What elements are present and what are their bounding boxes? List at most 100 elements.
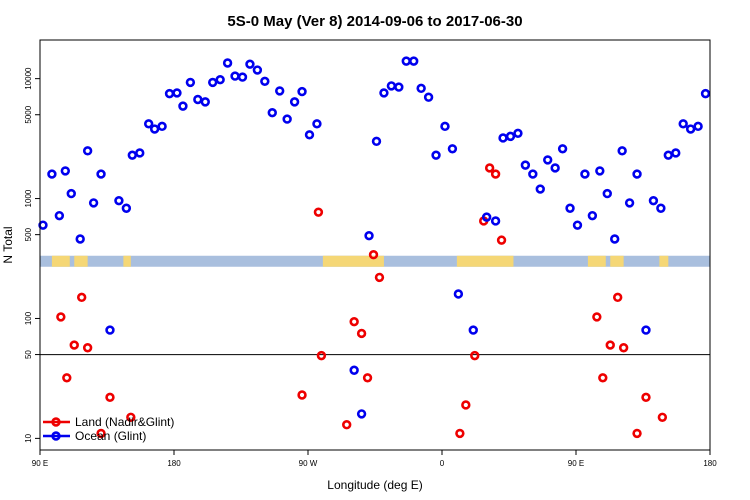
ocean-point: [82, 146, 93, 156]
ocean-point: [208, 77, 218, 88]
ocean-point: [96, 169, 106, 179]
ocean-point: [304, 130, 315, 140]
land-point: [96, 428, 106, 439]
ocean-point: [520, 160, 531, 170]
legend-swatch-marker: [51, 417, 61, 427]
ocean-point: [700, 88, 711, 99]
ocean-point: [114, 195, 124, 206]
land-band: [40, 255, 710, 267]
ocean-point: [624, 198, 635, 208]
ocean-point: [252, 65, 263, 75]
land-segment: [610, 255, 624, 267]
land-point: [657, 412, 668, 422]
plot-area: [39, 39, 711, 451]
land-point: [297, 390, 307, 400]
ocean-point: [550, 163, 560, 173]
ocean-point: [416, 83, 426, 94]
y-tick-label: 1000: [24, 189, 33, 207]
ocean-point: [121, 203, 132, 213]
land-point: [56, 312, 66, 322]
ocean-point: [135, 148, 145, 158]
land-point: [618, 343, 629, 353]
land-point: [349, 316, 359, 327]
ocean-point: [157, 121, 167, 132]
ocean-point: [178, 101, 188, 111]
land-segment: [659, 255, 669, 267]
legend-swatch-marker: [51, 431, 61, 441]
land-point: [605, 340, 615, 350]
ocean-point: [595, 166, 605, 176]
ocean-point: [685, 124, 696, 134]
ocean-point: [431, 150, 441, 160]
ocean-point: [602, 188, 612, 199]
land-point: [592, 312, 602, 322]
land-point: [126, 412, 136, 422]
x-tick-label: 0: [440, 459, 445, 468]
y-tick-label: 50: [24, 350, 33, 359]
ocean-point: [513, 128, 523, 139]
land-segment: [587, 255, 606, 267]
ocean-point: [356, 409, 367, 419]
land-segment: [322, 255, 384, 267]
ocean-point: [565, 203, 575, 213]
x-axis: 90 E 180 90 W 0 90 E 180: [32, 450, 717, 468]
x-tick-label: 180: [167, 459, 181, 468]
y-tick-label: 10000: [24, 67, 33, 90]
land-point: [461, 400, 471, 410]
x-tick-label: 90 W: [299, 459, 318, 468]
ocean-point: [66, 188, 76, 199]
ocean-point: [379, 88, 389, 98]
land-point: [484, 163, 495, 173]
ocean-point: [468, 325, 478, 335]
land-point: [356, 328, 367, 339]
x-tick-label: 90 E: [568, 459, 584, 468]
land-point: [632, 428, 642, 439]
ocean-point: [149, 124, 160, 134]
ocean-point: [297, 86, 307, 97]
land-segment: [456, 255, 514, 267]
land-series: [56, 163, 668, 439]
land-point: [368, 250, 379, 260]
ocean-point: [648, 195, 659, 206]
land-point: [641, 392, 651, 403]
ocean-point: [671, 148, 681, 158]
ocean-point: [617, 146, 627, 156]
ocean-point: [75, 234, 85, 244]
ocean-point: [312, 119, 322, 129]
x-axis-label: Longitude (deg E): [327, 478, 422, 492]
land-point: [374, 272, 385, 283]
ocean-point: [185, 77, 196, 88]
ocean-point: [172, 88, 182, 98]
ocean-point: [632, 169, 642, 179]
ocean-point: [535, 184, 545, 194]
legend-label: Land (Nadir&Glint): [75, 415, 174, 429]
ocean-point: [88, 198, 99, 208]
ocean-point: [453, 289, 464, 299]
land-segment: [123, 255, 131, 267]
ocean-point: [237, 72, 248, 82]
land-point: [496, 235, 507, 245]
ocean-point: [267, 107, 277, 118]
ocean-point: [490, 216, 501, 226]
land-point: [470, 350, 480, 361]
ocean-point: [47, 169, 57, 179]
ocean-point: [200, 97, 210, 107]
chart-title: 5S-0 May (Ver 8) 2014-09-06 to 2017-06-3…: [227, 13, 522, 30]
ocean-point: [440, 121, 450, 132]
land-segment: [51, 255, 70, 267]
ocean-point: [245, 59, 255, 69]
land-point: [455, 428, 465, 439]
land-point: [69, 340, 79, 350]
ocean-series: [38, 56, 711, 419]
ocean-point: [275, 86, 285, 96]
ocean-point: [656, 203, 666, 213]
ocean-point: [60, 166, 71, 176]
ocean-point: [349, 365, 359, 375]
ocean-point: [54, 210, 65, 221]
legend-label: Ocean (Glint): [75, 429, 146, 443]
land-segment: [74, 255, 88, 267]
ocean-point: [222, 58, 233, 68]
y-tick-label: 5000: [24, 105, 33, 123]
land-point: [62, 373, 72, 383]
